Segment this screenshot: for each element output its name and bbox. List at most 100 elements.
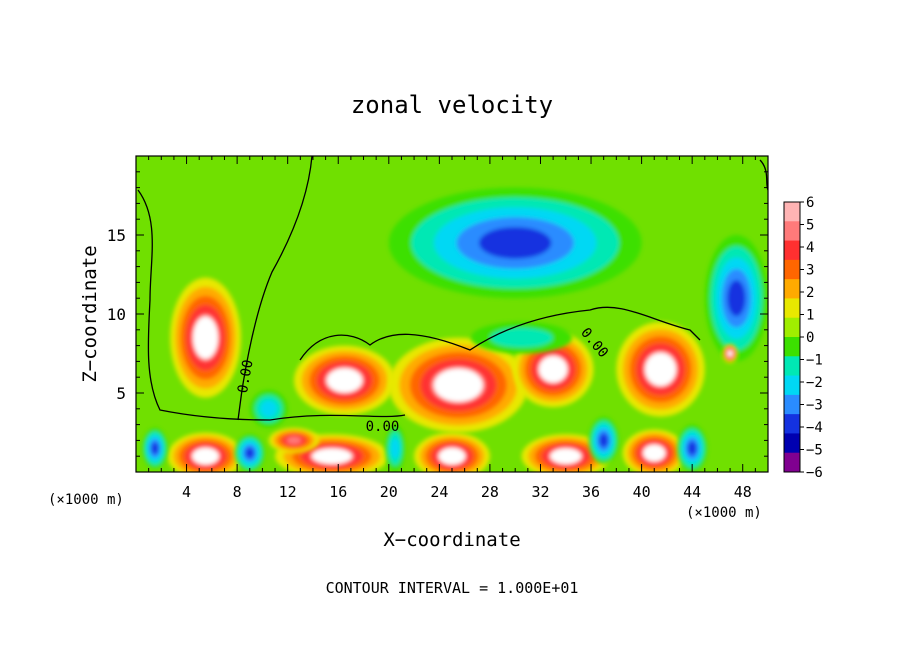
colorbar-label: 0 (806, 330, 814, 346)
colorbar-label: −5 (806, 443, 823, 459)
x-unit-left: (×1000 m) (48, 492, 124, 508)
field-core (312, 448, 352, 464)
colorbar-label: 4 (806, 240, 814, 256)
x-axis-ticks: 4 8 12 16 20 24 28 32 36 40 44 48 (148, 156, 756, 501)
colorbar-swatch (784, 240, 800, 261)
colorbar-label: −6 (806, 465, 823, 481)
field-level (687, 441, 697, 456)
field-feature (170, 277, 241, 398)
zero-contours (137, 156, 768, 421)
zero-contour-line (237, 156, 313, 421)
field-feature (622, 429, 686, 472)
colorbar-swatch (784, 221, 800, 242)
field-feature (414, 432, 490, 472)
y-tick-label: 15 (107, 226, 126, 245)
field-feature (142, 427, 168, 469)
field-feature (616, 321, 705, 417)
zero-contour-line (299, 306, 701, 361)
x-tick-label: 48 (734, 483, 752, 501)
colorbar-swatch (784, 202, 800, 222)
y-tick-label: 5 (116, 384, 126, 403)
field-core (192, 447, 219, 465)
field-core (538, 356, 568, 383)
x-tick-label: 40 (633, 483, 651, 501)
field-core (193, 316, 218, 359)
field-core (645, 352, 677, 386)
field-core (438, 447, 466, 465)
x-tick-label: 4 (182, 483, 191, 501)
x-unit-right: (×1000 m) (686, 505, 762, 521)
x-axis-label: X−coordinate (383, 529, 520, 551)
x-tick-label: 36 (582, 483, 600, 501)
colorbar-swatch (784, 279, 800, 299)
field-level (260, 400, 278, 418)
field-feature (676, 424, 708, 472)
field-level (490, 327, 553, 348)
colorbar-swatch (784, 356, 800, 377)
colorbar-swatch (784, 317, 800, 338)
colorbar-swatch (784, 375, 800, 396)
field-core (643, 444, 666, 462)
colorbar-label: −1 (806, 353, 823, 369)
field-level (390, 437, 400, 459)
field-feature (588, 416, 619, 465)
colorbar-label: −3 (806, 398, 823, 414)
contour-interval-note: CONTOUR INTERVAL = 1.000E+01 (326, 579, 579, 597)
colorbar-label: −4 (806, 420, 823, 436)
colorbar-label: −2 (806, 375, 823, 391)
colorbar-swatch (784, 337, 800, 357)
contour-label: 0.00 (366, 419, 400, 435)
field-level (286, 436, 302, 445)
field-feature (388, 337, 528, 433)
colorbar-label: 2 (806, 285, 814, 301)
colorbar-swatch (784, 433, 800, 454)
y-tick-label: 10 (107, 305, 126, 324)
y-axis-label: Z−coordinate (79, 245, 101, 382)
x-tick-label: 24 (430, 483, 448, 501)
field-feature (234, 434, 265, 472)
plot-area: 0.000.000.00 4 8 12 16 20 24 28 32 36 40 44 48 5101… (107, 155, 769, 501)
x-tick-label: 16 (329, 483, 347, 501)
field-core (326, 368, 363, 393)
colorbar-swatch (784, 414, 800, 434)
field-feature (722, 344, 738, 363)
field-core (550, 448, 582, 464)
colorbar-swatch (784, 259, 800, 280)
field-feature (268, 427, 320, 454)
field-level (245, 447, 255, 459)
field-level (727, 280, 746, 317)
colorbar-label: 1 (806, 308, 814, 324)
colorbar-label: 5 (806, 218, 814, 234)
x-tick-label: 32 (531, 483, 549, 501)
field-feature (385, 424, 406, 472)
contour-label: 0.00 (235, 359, 257, 395)
x-tick-label: 8 (233, 483, 242, 501)
x-tick-label: 12 (279, 483, 297, 501)
field-feature (167, 432, 244, 472)
field-feature (388, 187, 642, 299)
field-core (433, 368, 483, 402)
field-level (151, 442, 159, 455)
colorbar-swatch (784, 394, 800, 415)
colorbar-label: 3 (806, 263, 814, 279)
field-level (479, 227, 552, 259)
colorbar-label: 6 (806, 195, 814, 211)
colorbar-swatch (784, 298, 800, 319)
field-feature (470, 321, 573, 354)
x-tick-label: 28 (481, 483, 499, 501)
y-axis-ticks: 5 10 15 (107, 171, 768, 457)
colorbar-swatch (784, 452, 800, 473)
field-feature (512, 331, 594, 408)
field-feature (704, 235, 768, 362)
field-feature (249, 389, 288, 428)
zero-contour-line (137, 189, 406, 421)
chart-title: zonal velocity (351, 91, 553, 119)
field-core (727, 350, 733, 357)
field-feature (294, 345, 396, 416)
x-tick-label: 20 (380, 483, 398, 501)
x-tick-label: 44 (683, 483, 701, 501)
field-level (599, 433, 609, 448)
field-feature (521, 434, 610, 472)
velocity-field (142, 187, 768, 472)
